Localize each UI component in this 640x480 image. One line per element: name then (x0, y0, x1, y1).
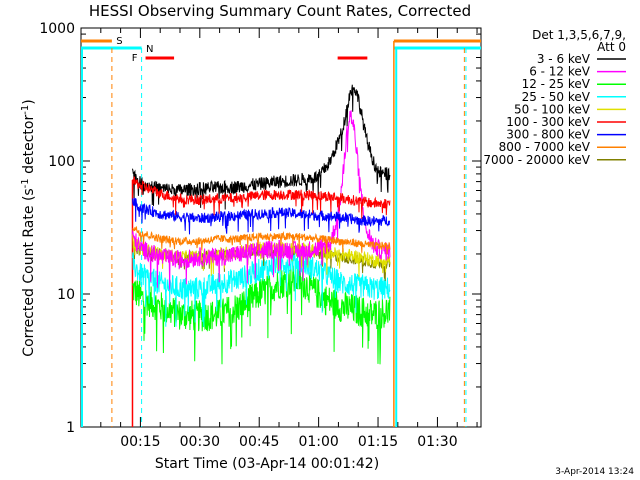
x-tick-label: 01:15 (358, 434, 398, 450)
x-tick-label: 00:30 (180, 434, 220, 450)
series-line (132, 110, 391, 290)
x-axis-ticks: 00:15 00:30 00:45 01:00 01:15 01:30 (100, 28, 478, 450)
y-axis-label: Corrected Count Rate (s-1 detector-1) (20, 99, 37, 356)
observing-markers: S NF (81, 36, 481, 427)
footer-timestamp: 3-Apr-2014 13:24 (555, 467, 634, 477)
x-tick-label: 01:30 (417, 434, 457, 450)
y-tick-label: 1000 (39, 21, 75, 37)
series-line (132, 249, 391, 327)
series-line (132, 176, 391, 219)
plot-area: 1 10 100 1000 00:15 00:30 00:45 01:00 01:15 01:3… (39, 21, 482, 450)
y-axis-label-part1: Corrected Count Rate (s (21, 188, 37, 356)
flare-label: F (132, 53, 138, 64)
y-tick-label: 100 (48, 154, 75, 170)
legend-entry-label: 25 - 50 keV (522, 90, 591, 104)
legend-entry-label: 12 - 25 keV (522, 77, 591, 91)
series-layer (132, 84, 391, 365)
legend-entry-label: 6 - 12 keV (529, 65, 591, 79)
legend-header-line2: Att 0 (597, 40, 626, 54)
legend-entry-label: 800 - 7000 keV (499, 140, 591, 154)
legend-entry-label: 3 - 6 keV (537, 52, 591, 66)
y-axis-label-sup2: -1 (20, 105, 31, 115)
chart-title: HESSI Observing Summary Count Rates, Cor… (89, 2, 471, 20)
legend-entry-label: 300 - 800 keV (506, 128, 590, 142)
legend-header-line1: Det 1,3,5,6,7,9, (532, 28, 626, 42)
x-axis-label: Start Time (03-Apr-14 00:01:42) (155, 456, 379, 472)
y-axis-label-sup1: -1 (20, 178, 31, 188)
y-axis-label-part2: detector (21, 115, 37, 179)
night-label: N (146, 44, 153, 55)
x-tick-label: 00:15 (120, 434, 160, 450)
y-tick-label: 10 (57, 287, 75, 303)
saa-label: S (116, 36, 122, 47)
series-line (132, 197, 391, 235)
legend-entry-label: 7000 - 20000 keV (483, 153, 590, 167)
x-tick-label: 00:45 (239, 434, 279, 450)
y-axis-label-part3: ) (21, 99, 37, 104)
legend-entry-label: 50 - 100 keV (514, 102, 591, 116)
series-line (132, 226, 391, 255)
y-tick-label: 1 (66, 420, 75, 436)
x-tick-label: 01:00 (298, 434, 338, 450)
legend-entry-label: 100 - 300 keV (506, 115, 590, 129)
